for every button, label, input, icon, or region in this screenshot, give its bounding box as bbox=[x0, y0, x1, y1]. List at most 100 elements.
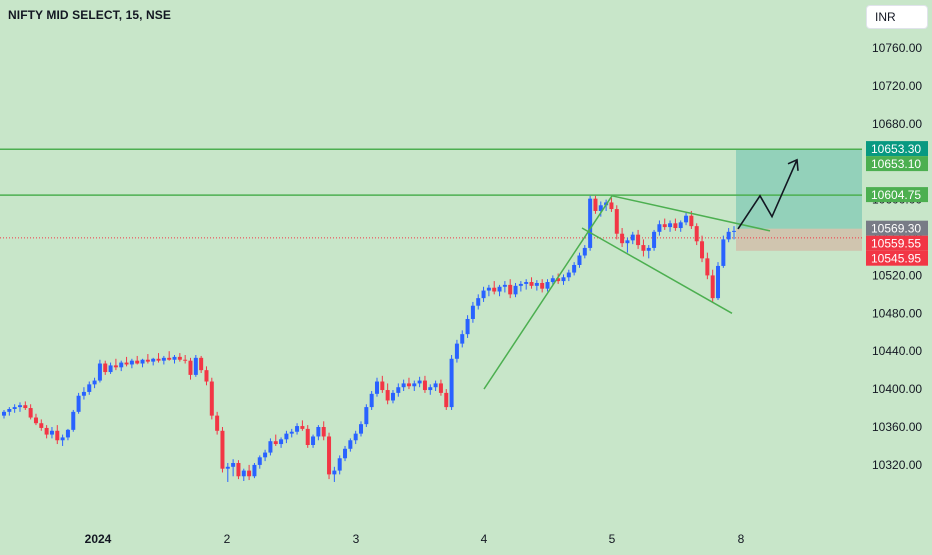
candle-body bbox=[199, 357, 204, 371]
candle-body bbox=[710, 275, 715, 299]
candle bbox=[726, 228, 731, 243]
candle-body bbox=[359, 424, 364, 434]
candle bbox=[321, 421, 326, 441]
candle bbox=[364, 404, 369, 427]
candle bbox=[700, 235, 705, 263]
price-badge-label: 10604.75 bbox=[871, 188, 921, 202]
candle bbox=[694, 223, 699, 246]
candle bbox=[438, 379, 443, 396]
candle-body bbox=[220, 430, 225, 469]
candle-body bbox=[513, 285, 518, 295]
candle-body bbox=[311, 436, 316, 446]
candle bbox=[630, 231, 635, 245]
candle bbox=[598, 201, 603, 217]
candle-body bbox=[273, 441, 278, 445]
candle bbox=[710, 269, 715, 302]
candle-body bbox=[444, 392, 449, 408]
candle-body bbox=[620, 233, 625, 244]
trend-line[interactable] bbox=[483, 195, 613, 390]
candle-body bbox=[652, 231, 657, 248]
candle-body bbox=[577, 255, 582, 265]
candle bbox=[273, 434, 278, 446]
currency-button[interactable]: INR bbox=[866, 5, 928, 29]
position-target-zone[interactable] bbox=[736, 149, 862, 229]
candle bbox=[2, 409, 6, 419]
candle bbox=[7, 407, 12, 416]
candle-body bbox=[380, 381, 385, 391]
candle-body bbox=[422, 380, 427, 391]
candle bbox=[247, 464, 252, 481]
time-axis-labels: 2024 2 3 4 5 8 bbox=[85, 532, 745, 546]
candle bbox=[92, 377, 97, 389]
candle-body bbox=[17, 405, 22, 408]
candle bbox=[385, 383, 390, 405]
candle bbox=[465, 315, 470, 338]
candle-body bbox=[348, 440, 353, 449]
price-tick-label: 10680.00 bbox=[872, 117, 922, 131]
price-tick-label: 10760.00 bbox=[872, 41, 922, 55]
time-axis[interactable]: 2024 2 3 4 5 8 bbox=[0, 530, 862, 550]
candle bbox=[577, 252, 582, 268]
candle bbox=[556, 273, 561, 284]
candle-body bbox=[438, 383, 443, 393]
candle bbox=[55, 425, 60, 445]
candle-body bbox=[534, 282, 539, 286]
candle-body bbox=[140, 359, 145, 364]
candle bbox=[60, 434, 65, 446]
candle-body bbox=[518, 283, 523, 286]
candle bbox=[476, 294, 481, 310]
position-stop-zone[interactable] bbox=[736, 228, 862, 251]
candle bbox=[311, 434, 316, 448]
price-tick-label: 10480.00 bbox=[872, 306, 922, 320]
price-chart[interactable] bbox=[0, 0, 862, 530]
candle-body bbox=[81, 391, 86, 396]
candle bbox=[444, 389, 449, 410]
candle-body bbox=[76, 395, 81, 412]
candle bbox=[177, 353, 182, 362]
candle-body bbox=[71, 411, 76, 430]
candle-body bbox=[385, 390, 390, 401]
price-tick-label: 10320.00 bbox=[872, 458, 922, 472]
price-badge-label: 10653.30 bbox=[871, 142, 921, 156]
candle-body bbox=[508, 284, 513, 295]
trend-line[interactable] bbox=[611, 195, 771, 232]
candle-body bbox=[625, 240, 630, 244]
candle bbox=[108, 362, 113, 374]
candle bbox=[401, 379, 406, 391]
candle bbox=[406, 377, 411, 390]
trend-line[interactable] bbox=[581, 227, 733, 314]
candle-body bbox=[460, 334, 465, 344]
time-tick-label: 5 bbox=[609, 532, 616, 546]
candle-body bbox=[588, 198, 593, 248]
candle bbox=[396, 383, 401, 397]
time-tick-label: 2024 bbox=[85, 532, 112, 546]
chart-pane[interactable] bbox=[0, 0, 862, 530]
price-axis[interactable]: 10760.0010720.0010680.0010640.0010600.00… bbox=[862, 0, 932, 550]
candle-body bbox=[492, 287, 497, 292]
candle-body bbox=[300, 426, 305, 429]
candle bbox=[204, 366, 209, 386]
candle-body bbox=[215, 415, 220, 431]
candle-body bbox=[465, 318, 470, 335]
candle-body bbox=[28, 408, 33, 418]
candle-body bbox=[161, 357, 166, 361]
candle-body bbox=[470, 305, 475, 319]
projection-arrowhead bbox=[787, 158, 799, 171]
candle-body bbox=[726, 231, 731, 240]
candle-body bbox=[433, 383, 438, 388]
price-tick-label: 10720.00 bbox=[872, 79, 922, 93]
price-badge-label: 10569.30 bbox=[871, 222, 921, 236]
candle-body bbox=[369, 393, 374, 408]
candle bbox=[433, 380, 438, 391]
projection-path[interactable] bbox=[737, 159, 798, 230]
candle bbox=[550, 275, 555, 285]
candle bbox=[348, 438, 353, 452]
candle-body bbox=[732, 230, 736, 232]
candle bbox=[417, 376, 422, 388]
candle bbox=[252, 463, 257, 479]
candle bbox=[129, 358, 134, 369]
candle bbox=[636, 229, 641, 249]
candle bbox=[327, 432, 332, 480]
price-badge bbox=[866, 156, 928, 172]
candle-body bbox=[550, 278, 555, 283]
